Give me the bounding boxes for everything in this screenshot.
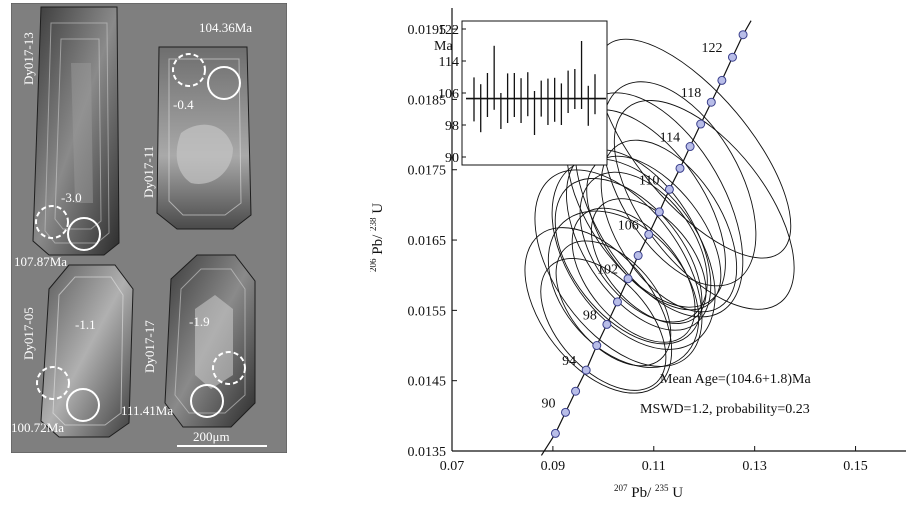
- grain-id-label: Dy017-13: [21, 32, 36, 85]
- axes: 0.07 0.09 0.11 0.13 0.15 0.0135 0.0145 0.0155 0.…: [408, 8, 906, 474]
- concordia-age-point: [675, 163, 685, 173]
- error-ellipse: [600, 139, 738, 313]
- inset-unit-label: Ma: [434, 39, 453, 54]
- y-axis-label: 206 Pb/ 238 U: [370, 203, 386, 272]
- grain-age-label: 104.36Ma: [199, 20, 252, 35]
- concordia-age-point: [571, 386, 581, 396]
- concordia-age-point: [664, 184, 674, 194]
- analysis-spot: [190, 384, 224, 418]
- error-ellipse: [554, 177, 703, 345]
- y-tick-label: 0.0185: [408, 93, 447, 108]
- grain-age-label: 111.41Ma: [121, 403, 173, 418]
- grain-offset-label: -3.0: [61, 190, 82, 205]
- zircon-micrograph-panel: Dy017-13 -3.0 107.87Ma 104.36Ma -0.4 Dy0…: [11, 3, 287, 453]
- error-ellipse: [524, 227, 673, 394]
- y-axis-label-formula: Pb/: [370, 234, 386, 255]
- concordia-age-label: 114: [660, 131, 680, 146]
- y-tick-label: 0.0175: [408, 164, 447, 179]
- grain-offset-label: -1.9: [189, 314, 210, 329]
- y-tick-label: 0.0155: [408, 304, 447, 319]
- concordia-age-point: [727, 52, 737, 62]
- x-axis-label-mass2: 235: [655, 483, 669, 493]
- x-tick-label: 0.09: [541, 459, 566, 474]
- concordia-age-point: [644, 229, 654, 239]
- inset-tick-label: 106: [438, 87, 459, 102]
- concordia-age-point: [717, 75, 727, 85]
- concordia-age-label: 90: [542, 396, 556, 411]
- concordia-age-point: [550, 428, 560, 438]
- analysis-spot: [67, 217, 101, 251]
- error-ellipse: [613, 100, 795, 310]
- mswd-annotation: MSWD=1.2, probability=0.23: [640, 402, 810, 417]
- concordia-age-point: [654, 207, 664, 217]
- x-tick-label: 0.15: [843, 459, 868, 474]
- x-axis-label-formula: Pb/: [631, 485, 652, 501]
- concordia-age-point: [696, 119, 706, 129]
- zircon-grain-dy017-13: [32, 6, 120, 256]
- y-tick-label: 0.0165: [408, 234, 447, 249]
- y-axis-label-mass: 206: [370, 258, 378, 272]
- error-ellipse: [534, 169, 703, 367]
- error-ellipse: [551, 158, 716, 350]
- concordia-age-label: 98: [583, 308, 597, 323]
- concordia-age-label: 122: [701, 41, 722, 56]
- analysis-spot-dashed: [172, 53, 206, 87]
- y-axis-label-mass2: 238: [370, 217, 378, 231]
- concordia-age-point: [581, 365, 591, 375]
- zircon-grain-dy017-11: [156, 46, 252, 230]
- concordia-age-label: 94: [562, 354, 576, 369]
- x-tick-label: 0.13: [742, 459, 767, 474]
- zircon-grain-dy017-05: [40, 264, 134, 438]
- analysis-spot: [66, 388, 100, 422]
- concordia-curve: 90 94 98 102 106 110 114 118 122: [540, 20, 752, 456]
- inset-tick-label: 114: [439, 55, 459, 70]
- grain-age-label: 107.87Ma: [14, 254, 67, 269]
- concordia-age-point: [706, 97, 716, 107]
- mean-age-annotation: Mean Age=(104.6+1.8)Ma: [660, 372, 811, 387]
- x-axis-label-tail: U: [672, 485, 683, 501]
- inset-tick-label: 122: [438, 23, 459, 38]
- error-ellipse: [590, 198, 707, 325]
- grain-age-label: 100.72Ma: [11, 420, 64, 435]
- concordia-age-point: [623, 274, 633, 284]
- concordia-age-point: [592, 341, 602, 351]
- x-tick-label: 0.11: [642, 459, 666, 474]
- error-ellipse: [547, 210, 700, 368]
- scale-bar-label: 200μm: [193, 429, 230, 444]
- grain-id-label: Dy017-17: [142, 320, 157, 373]
- concordia-age-label: 106: [618, 218, 639, 233]
- concordia-age-point: [633, 251, 643, 261]
- y-axis-label-tail: U: [370, 203, 386, 214]
- x-tick-label: 0.07: [440, 459, 465, 474]
- concordia-age-point: [685, 142, 695, 152]
- y-tick-label: 0.0135: [408, 445, 447, 460]
- grain-offset-label: -1.1: [75, 317, 96, 332]
- y-tick-label: 0.0145: [408, 375, 447, 390]
- concordia-age-point: [602, 319, 612, 329]
- analysis-spot-dashed: [35, 205, 69, 239]
- concordia-age-point: [738, 30, 748, 40]
- concordia-age-label: 110: [639, 173, 659, 188]
- zircon-grain-dy017-17: [164, 254, 256, 428]
- grain-id-label: Dy017-05: [21, 307, 36, 360]
- concordia-age-point: [612, 297, 622, 307]
- analysis-spot-dashed: [36, 366, 70, 400]
- error-ellipse: [540, 258, 667, 391]
- grain-id-label: Dy017-11: [141, 146, 156, 198]
- grain-offset-label: -0.4: [173, 97, 194, 112]
- concordia-age-label: 118: [681, 86, 701, 101]
- y-tick-label: 0.0195: [408, 23, 447, 38]
- concordia-age-label: 102: [597, 263, 618, 278]
- analysis-spot-dashed: [212, 351, 246, 385]
- error-ellipse: [555, 240, 672, 367]
- x-axis-label: 207 Pb/ 235 U: [614, 479, 683, 501]
- analysis-spot: [207, 66, 241, 100]
- concordia-age-point: [561, 407, 570, 417]
- x-axis-label-mass: 207: [614, 483, 628, 493]
